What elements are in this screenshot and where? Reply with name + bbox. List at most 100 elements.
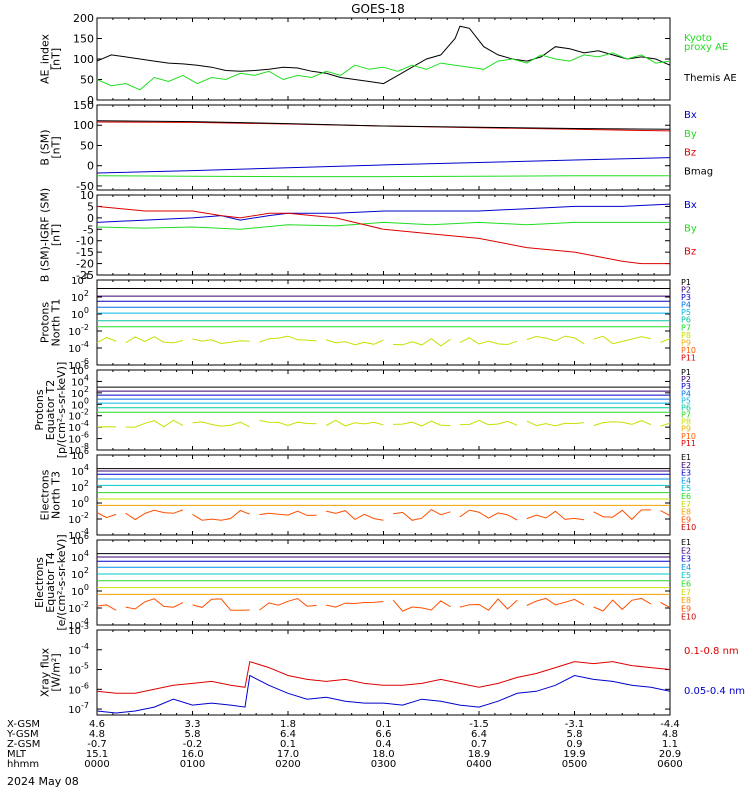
legend-p9: P9 (681, 338, 691, 347)
legend-p5: P5 (681, 396, 691, 405)
legend-p7: P7 (681, 323, 691, 332)
orbit-value: 18.9 (468, 749, 490, 760)
y-tick-label: 100 (73, 53, 94, 66)
legend-e2: E2 (681, 546, 691, 555)
legend-item: Bmag (684, 166, 713, 177)
legend-e3: E3 (681, 555, 691, 564)
legend-item: Themis AE (683, 73, 737, 84)
y-tick-label: 10-6 (68, 681, 89, 696)
legend-item: By (684, 223, 697, 234)
orbit-value: 6.4 (471, 729, 487, 740)
orbit-value: 0200 (275, 759, 300, 770)
panel-frame-5 (96, 369, 671, 451)
legend-e4: E4 (681, 563, 691, 572)
legend-e4: E4 (681, 476, 691, 485)
y-axis-label: Protons (39, 302, 52, 343)
orbit-value: -3.1 (565, 719, 585, 730)
orbit-value: 0.4 (376, 739, 392, 750)
legend-p11: P11 (681, 353, 696, 362)
y-tick-label: 104 (71, 549, 89, 564)
y-tick-label: 10-4 (68, 642, 89, 657)
orbit-row-label: Z-GSM (7, 739, 40, 750)
panel-frame-1 (96, 17, 671, 101)
legend-e3: E3 (681, 469, 691, 478)
orbit-value: 4.8 (89, 729, 105, 740)
y-tick-label: -20 (76, 258, 94, 271)
orbit-value: 6.4 (280, 729, 296, 740)
y-axis-label: B (SM)-IGRF (SM) (39, 188, 52, 282)
legend-p2: P2 (681, 286, 691, 295)
legend-p11: P11 (681, 439, 696, 448)
y-axis-label: Protons (33, 389, 46, 430)
orbit-value: 0.7 (471, 739, 487, 750)
y-axis-label: [nT] (50, 48, 63, 70)
series-e9 (96, 597, 671, 612)
legend-p8: P8 (681, 418, 691, 427)
y-tick-label: -25 (76, 269, 94, 282)
y-axis-label: Equator T4 (44, 552, 57, 612)
y-axis-label: Xray flux (39, 647, 52, 697)
orbit-value: 0400 (466, 759, 491, 770)
legend-e9: E9 (681, 515, 691, 524)
series-kyoto-proxy-ae (96, 52, 671, 91)
y-tick-label: -5 (83, 223, 94, 236)
y-tick-label: 200 (73, 12, 94, 25)
orbit-row-label: X-GSM (7, 719, 40, 730)
panel-frame-4 (96, 279, 671, 366)
legend-e6: E6 (681, 492, 691, 501)
legend-item: By (684, 129, 697, 140)
y-tick-label: -10 (76, 235, 94, 248)
legend-e2: E2 (681, 461, 691, 470)
legend-e10: E10 (681, 613, 696, 622)
y-tick-label: 5 (87, 200, 94, 213)
orbit-value: 20.9 (659, 749, 681, 760)
series-bz (96, 205, 670, 265)
y-axis-label: Electrons (39, 469, 52, 520)
orbit-value: 5.8 (567, 729, 583, 740)
orbit-value: 0300 (371, 759, 396, 770)
orbit-value: 16.0 (181, 749, 203, 760)
legend-p2: P2 (681, 375, 691, 384)
series-by (96, 175, 670, 178)
legend-p4: P4 (681, 301, 691, 310)
orbit-value: 0.1 (376, 719, 392, 730)
y-tick-label: 50 (80, 139, 94, 152)
y-tick-label: 104 (71, 463, 89, 478)
orbit-value: 4.6 (89, 719, 105, 730)
chart-panel-8: Xray flux[W/m²]10-710-610-510-410-30.1-0… (39, 622, 746, 716)
y-axis-label: [nT] (50, 136, 63, 158)
legend-p4: P4 (681, 389, 691, 398)
orbit-table: X-GSM 4.6 3.3 1.8 0.1 -1.5 -3.1 -4.4 Y-GSM 4.8 5.8… (6, 719, 683, 770)
date-label: 2024 May 08 (7, 775, 79, 788)
orbit-value: 1.1 (662, 739, 678, 750)
legend-e5: E5 (681, 571, 691, 580)
y-tick-label: 0 (87, 94, 94, 107)
y-axis-label: AE_index (39, 33, 52, 84)
panel-frame-7 (96, 539, 671, 626)
legend-e10: E10 (681, 523, 696, 532)
orbit-value: 0100 (180, 759, 205, 770)
y-axis-label: [W/m²] (50, 653, 63, 691)
y-tick-label: 10-4 (68, 340, 89, 355)
y-tick-label: 10 (80, 189, 94, 202)
orbit-value: -4.4 (660, 719, 680, 730)
y-tick-label: 102 (71, 566, 89, 581)
series-by (96, 221, 670, 230)
orbit-value: 15.1 (86, 749, 108, 760)
orbit-value: 5.8 (185, 729, 201, 740)
series-p8 (96, 335, 671, 347)
y-axis-label: [e/(cm²-s-sr-keV)] (55, 534, 68, 630)
legend-item: Bx (684, 200, 697, 211)
orbit-value: -1.5 (469, 719, 489, 730)
legend-e9: E9 (681, 604, 691, 613)
y-tick-label: 150 (73, 99, 94, 112)
y-tick-label: 10-7 (68, 701, 89, 716)
y-axis-label: North T1 (50, 299, 63, 347)
y-tick-label: 100 (71, 306, 89, 321)
